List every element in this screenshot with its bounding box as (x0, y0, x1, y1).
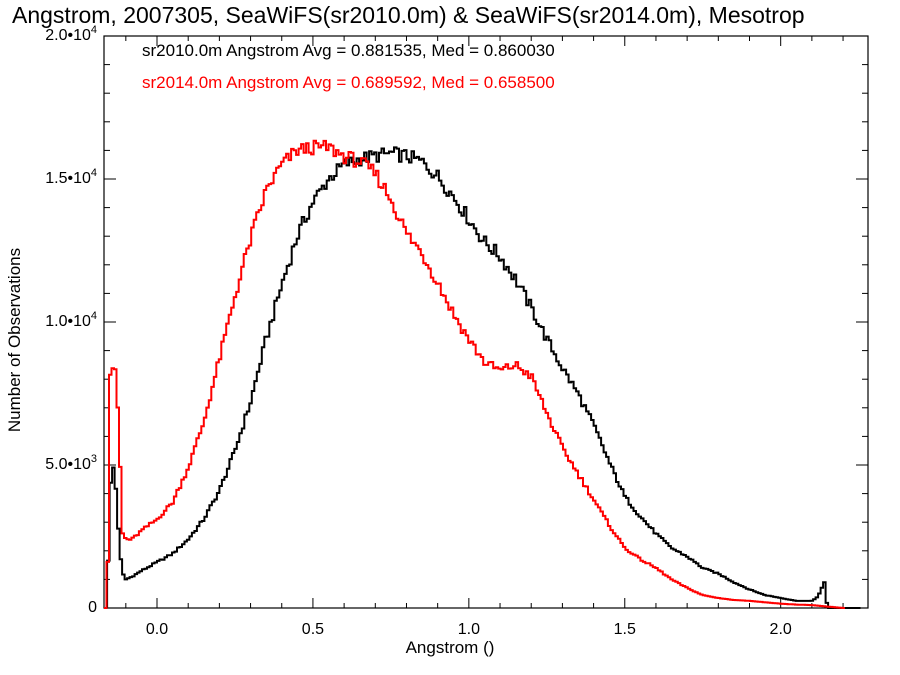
y-tick-label-base: 2.0•10 (45, 27, 91, 44)
series-lines (104, 139, 861, 609)
series-line-sr2010.0m (106, 146, 861, 609)
x-tick-label: 2.0 (769, 621, 792, 638)
x-tick-label: 0.5 (301, 621, 325, 638)
axis-ticks (104, 35, 868, 609)
x-axis-label: Angstrom () (405, 638, 495, 657)
x-tick-label: 1.5 (613, 621, 636, 638)
x-tick-label: 1.0 (457, 621, 480, 638)
y-tick-label: 0 (88, 599, 97, 617)
y-tick-label-exponent: 4 (90, 310, 97, 322)
y-tick-label-base: 1.0•10 (45, 313, 91, 330)
y-tick-label-base: 5.0•10 (45, 456, 91, 473)
y-tick-label-base: 0 (88, 599, 97, 616)
y-tick-label-exponent: 4 (90, 167, 97, 179)
y-tick-label: 5.0•103 (45, 453, 97, 474)
y-tick-label-exponent: 4 (90, 24, 97, 36)
y-tick-label-base: 1.5•10 (45, 170, 91, 187)
y-tick-label: 1.0•104 (45, 310, 97, 331)
chart-title: Angstrom, 2007305, SeaWiFS(sr2010.0m) & … (12, 2, 805, 28)
x-tick-label: 0.0 (145, 621, 169, 638)
plot-frame (103, 35, 869, 609)
y-tick-label: 1.5•104 (45, 167, 97, 188)
y-axis-label: Number of Observations (5, 247, 24, 433)
y-tick-label-exponent: 3 (90, 453, 97, 465)
series-stat-sr2014: sr2014.0m Angstrom Avg = 0.689592, Med =… (142, 73, 555, 92)
series-stat-sr2010: sr2010.0m Angstrom Avg = 0.881535, Med =… (142, 41, 555, 60)
y-tick-label: 2.0•104 (45, 24, 97, 45)
series-line-sr2014.0m (104, 139, 845, 609)
